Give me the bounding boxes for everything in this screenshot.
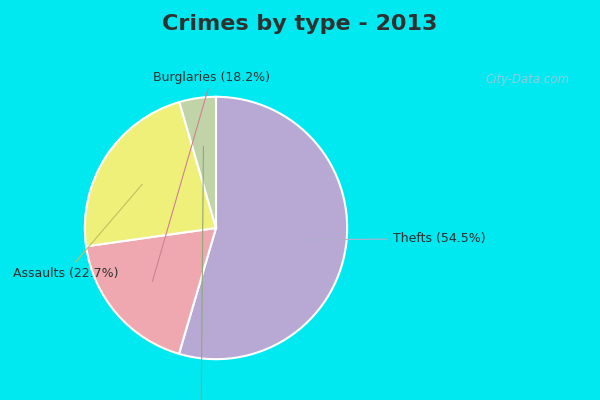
Text: Burglaries (18.2%): Burglaries (18.2%)	[152, 71, 270, 281]
Text: Crimes by type - 2013: Crimes by type - 2013	[163, 14, 437, 34]
Wedge shape	[86, 228, 216, 354]
Wedge shape	[179, 97, 347, 359]
Wedge shape	[179, 97, 216, 228]
Text: Auto thefts (4.5%): Auto thefts (4.5%)	[144, 146, 259, 400]
Text: City-Data.com: City-Data.com	[486, 74, 570, 86]
Text: Assaults (22.7%): Assaults (22.7%)	[13, 184, 142, 280]
Text: Thefts (54.5%): Thefts (54.5%)	[303, 232, 486, 245]
Wedge shape	[85, 102, 216, 246]
